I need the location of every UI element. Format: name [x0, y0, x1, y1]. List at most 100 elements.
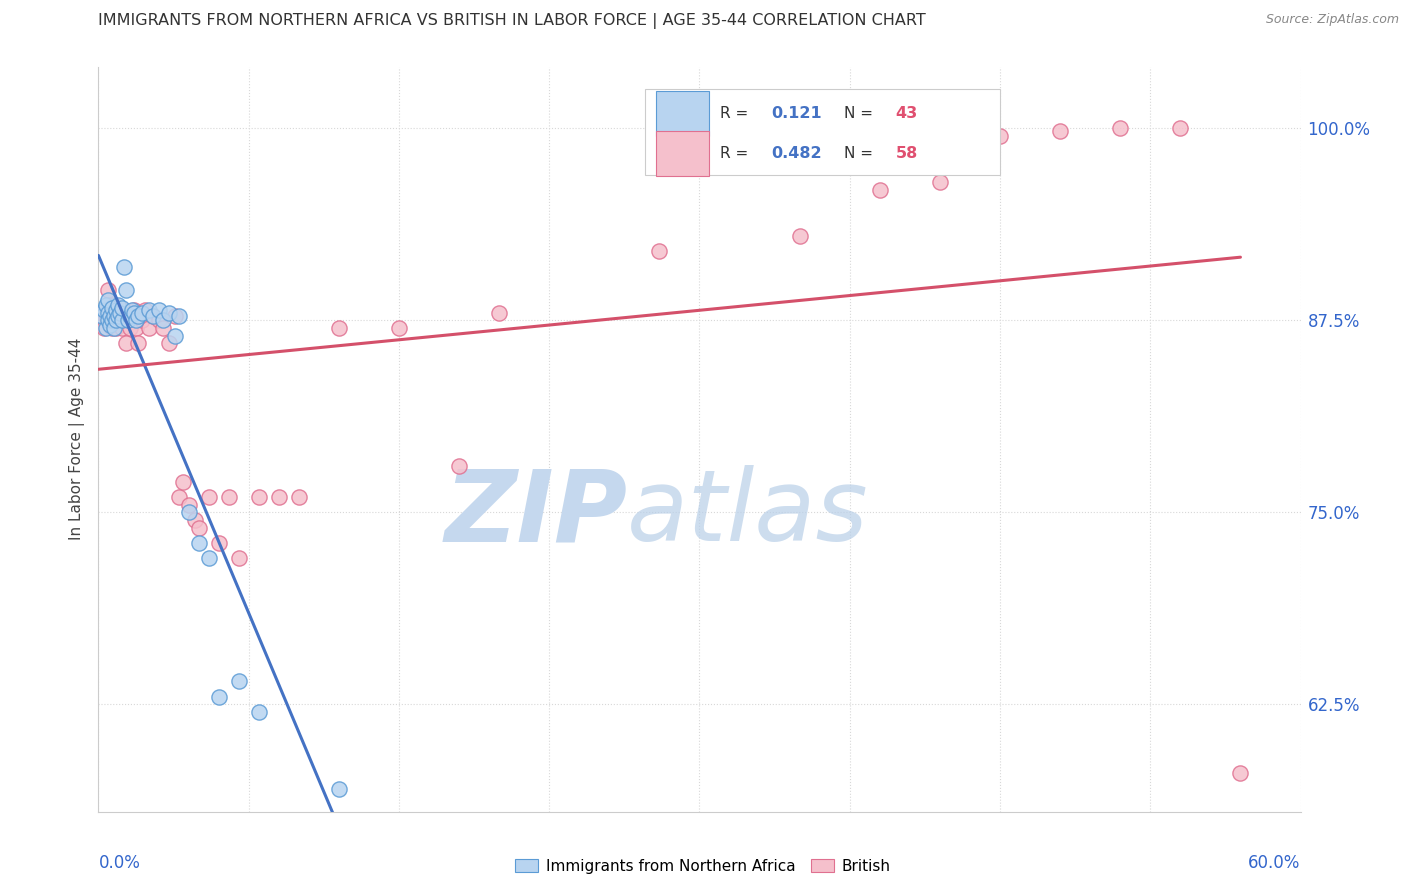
Point	[131, 313, 153, 327]
Point	[100, 313, 122, 327]
Point	[101, 301, 124, 315]
Point	[157, 305, 180, 319]
Point	[111, 301, 134, 315]
Point	[128, 336, 150, 351]
Point	[267, 490, 290, 504]
Point	[115, 336, 138, 351]
Point	[100, 318, 122, 332]
Point	[111, 321, 134, 335]
Point	[869, 183, 891, 197]
Point	[183, 513, 205, 527]
Point	[988, 128, 1011, 143]
Point	[120, 321, 142, 335]
Point	[177, 505, 200, 519]
Point	[93, 302, 115, 317]
Point	[101, 313, 124, 327]
Text: 60.0%: 60.0%	[1249, 855, 1301, 872]
Point	[97, 293, 120, 308]
Point	[167, 490, 190, 504]
Point	[247, 705, 270, 719]
Point	[247, 490, 270, 504]
Point	[152, 321, 174, 335]
Point	[110, 309, 132, 323]
Text: N =: N =	[844, 146, 877, 161]
Point	[228, 551, 250, 566]
Point	[288, 490, 311, 504]
Point	[1170, 121, 1192, 136]
Point	[117, 309, 139, 323]
Point	[107, 302, 129, 317]
Point	[117, 313, 139, 327]
Point	[157, 336, 180, 351]
Point	[121, 302, 143, 317]
Point	[107, 309, 129, 323]
Text: IMMIGRANTS FROM NORTHERN AFRICA VS BRITISH IN LABOR FORCE | AGE 35-44 CORRELATIO: IMMIGRANTS FROM NORTHERN AFRICA VS BRITI…	[98, 13, 927, 29]
Point	[177, 498, 200, 512]
Point	[131, 305, 153, 319]
Point	[488, 305, 510, 319]
Point	[648, 244, 671, 259]
Point	[100, 309, 122, 323]
Point	[125, 313, 148, 327]
Point	[115, 283, 138, 297]
Point	[97, 283, 120, 297]
Point	[197, 551, 219, 566]
Point	[138, 302, 160, 317]
Point	[124, 305, 146, 319]
Point	[134, 302, 156, 317]
Text: R =: R =	[720, 106, 754, 120]
Point	[103, 309, 125, 323]
Point	[120, 309, 142, 323]
Point	[110, 305, 132, 319]
Point	[129, 309, 152, 323]
Point	[789, 228, 811, 243]
Point	[105, 321, 128, 335]
FancyBboxPatch shape	[657, 90, 709, 136]
Point	[103, 321, 125, 335]
Text: atlas: atlas	[627, 466, 869, 562]
Legend: Immigrants from Northern Africa, British: Immigrants from Northern Africa, British	[509, 853, 897, 880]
Point	[96, 321, 118, 335]
FancyBboxPatch shape	[657, 131, 709, 177]
Point	[187, 536, 209, 550]
Point	[163, 328, 186, 343]
Point	[141, 309, 163, 323]
Point	[91, 309, 114, 323]
Point	[138, 321, 160, 335]
Point	[125, 321, 148, 335]
Point	[97, 305, 120, 319]
Text: 0.482: 0.482	[772, 146, 823, 161]
Point	[105, 313, 128, 327]
Point	[101, 321, 124, 335]
Point	[103, 309, 125, 323]
Point	[228, 674, 250, 689]
Point	[107, 313, 129, 327]
Text: 0.0%: 0.0%	[98, 855, 141, 872]
Point	[163, 309, 186, 323]
Point	[208, 536, 231, 550]
Point	[97, 313, 120, 327]
Point	[929, 175, 952, 189]
Text: ZIP: ZIP	[444, 466, 627, 562]
Point	[167, 309, 190, 323]
Point	[447, 459, 470, 474]
Point	[105, 302, 128, 317]
Text: 43: 43	[896, 106, 918, 120]
Point	[121, 309, 143, 323]
Point	[172, 475, 194, 489]
Point	[1229, 766, 1251, 780]
Point	[114, 260, 136, 274]
Point	[141, 309, 163, 323]
Text: N =: N =	[844, 106, 877, 120]
Point	[124, 302, 146, 317]
Point	[148, 302, 170, 317]
Point	[328, 321, 350, 335]
Point	[148, 313, 170, 327]
Text: Source: ZipAtlas.com: Source: ZipAtlas.com	[1265, 13, 1399, 27]
Y-axis label: In Labor Force | Age 35-44: In Labor Force | Age 35-44	[69, 338, 86, 541]
FancyBboxPatch shape	[645, 89, 1000, 175]
Point	[93, 321, 115, 335]
Point	[91, 305, 114, 319]
Text: R =: R =	[720, 146, 754, 161]
Text: 0.121: 0.121	[772, 106, 823, 120]
